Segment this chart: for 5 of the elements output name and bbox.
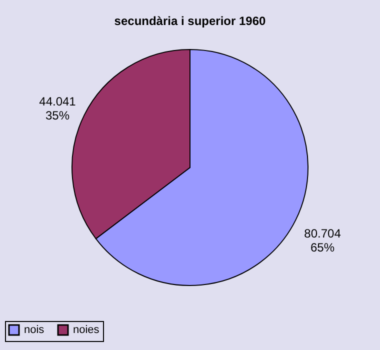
data-label: 80.704 65% (304, 226, 342, 254)
chart-title: secundària i superior 1960 (114, 14, 266, 28)
data-label: 44.041 35% (39, 94, 76, 123)
legend-label: noies (73, 324, 100, 336)
legend-label: nois (24, 324, 45, 336)
